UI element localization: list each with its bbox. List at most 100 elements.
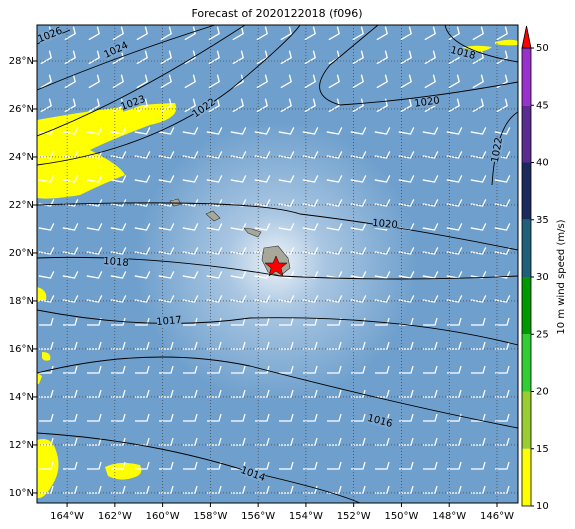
y-tick-label: 22°N xyxy=(9,200,34,211)
title: Forecast of 2020122018 (f096) xyxy=(191,7,362,20)
wind-barb xyxy=(39,317,54,326)
wind-barb xyxy=(254,199,271,207)
wind-barb xyxy=(278,199,295,207)
colorbar-segment xyxy=(522,162,531,220)
wind-barb xyxy=(160,98,172,113)
contour-label-bg xyxy=(103,40,129,60)
wind-barb xyxy=(40,98,52,113)
wind-barb xyxy=(254,271,271,279)
wind-barb xyxy=(86,223,103,231)
wind-barb xyxy=(496,74,508,89)
wind-barb xyxy=(183,317,198,326)
wind-barb xyxy=(110,295,127,303)
shade xyxy=(42,352,51,361)
colorbar-label: 10 m wind speed (m/s) xyxy=(556,219,567,334)
wind-barb xyxy=(327,365,342,374)
contour-label-bg xyxy=(414,95,440,109)
wind-barb xyxy=(232,74,244,89)
wind-barb xyxy=(39,413,54,422)
wind-barb xyxy=(422,199,439,207)
wind-barb xyxy=(110,151,127,159)
wind-barb xyxy=(255,461,270,470)
wind-barb xyxy=(231,365,246,374)
wind-barb xyxy=(62,247,79,255)
wind-barb xyxy=(87,365,102,374)
wind-barb xyxy=(326,295,343,303)
wind-barb xyxy=(184,50,196,65)
wind-barb xyxy=(471,317,486,326)
wind-barb xyxy=(496,98,508,113)
contour-label-bg xyxy=(120,94,146,112)
wind-barb xyxy=(398,295,415,303)
wind-barbs xyxy=(38,26,511,494)
x-tick-label: 160°W xyxy=(146,511,180,522)
wind-barb xyxy=(110,175,127,183)
wind-barb xyxy=(182,199,199,207)
wind-barb xyxy=(134,199,151,207)
wind-barb xyxy=(160,50,172,65)
wind-barb xyxy=(496,50,508,65)
wind-barb xyxy=(134,175,151,183)
wind-barb xyxy=(304,26,316,41)
wind-barb xyxy=(374,175,391,183)
wind-barb xyxy=(326,151,343,159)
isobar xyxy=(37,432,361,503)
wind-barb xyxy=(350,271,367,279)
wind-barb xyxy=(374,127,391,135)
wind-barb xyxy=(351,461,366,470)
wind-barb xyxy=(88,50,100,65)
wind-barb xyxy=(303,317,318,326)
wind-barb xyxy=(446,223,463,231)
wind-barb xyxy=(207,365,222,374)
wind-barb xyxy=(255,317,270,326)
colorbar-tick-label: 25 xyxy=(536,329,549,340)
map-frame xyxy=(36,24,519,504)
colorbar-extend xyxy=(521,25,532,49)
wind-barb xyxy=(470,295,487,303)
wind-barb xyxy=(208,50,220,65)
wind-barb xyxy=(230,127,247,135)
wind-barb xyxy=(446,175,463,183)
wind-barb xyxy=(230,223,247,231)
wind-barb xyxy=(88,74,100,89)
wind-barb xyxy=(470,247,487,255)
wind-barb xyxy=(256,98,268,113)
wind-barb xyxy=(254,127,271,135)
colorbar-segment xyxy=(522,391,531,449)
wind-barb xyxy=(40,50,52,65)
wind-barb xyxy=(62,199,79,207)
shade xyxy=(37,287,47,302)
wind-barb xyxy=(136,26,148,41)
wind-barb xyxy=(423,365,438,374)
colorbar-segment xyxy=(522,448,531,506)
wind-barb xyxy=(326,247,343,255)
wind-barb xyxy=(87,317,102,326)
wind-barb xyxy=(423,317,438,326)
contour-label-bg xyxy=(156,314,182,328)
wind-barb xyxy=(38,271,55,279)
wind-barb xyxy=(398,175,415,183)
wind-barb xyxy=(86,151,103,159)
wind-barb xyxy=(494,127,511,135)
wind-barb xyxy=(112,26,124,41)
wind-barb xyxy=(302,295,319,303)
wind-barb xyxy=(64,26,76,41)
wind-barb xyxy=(302,199,319,207)
wind-barb xyxy=(303,365,318,374)
wind-barb xyxy=(326,223,343,231)
wind-barb xyxy=(208,98,220,113)
wind-barb xyxy=(86,127,103,135)
wind-barb xyxy=(302,151,319,159)
wind-barb xyxy=(159,365,174,374)
wind-barb xyxy=(158,175,175,183)
wind-barb xyxy=(278,127,295,135)
wind-barb xyxy=(62,223,79,231)
wind-barb xyxy=(135,365,150,374)
wind-barb xyxy=(422,127,439,135)
wind-barb xyxy=(182,127,199,135)
wind-barb xyxy=(446,295,463,303)
wind-barb xyxy=(207,461,222,470)
contour-label: 1018 xyxy=(103,256,129,269)
wind-barb xyxy=(254,295,271,303)
x-tick-label: 150°W xyxy=(384,511,418,522)
